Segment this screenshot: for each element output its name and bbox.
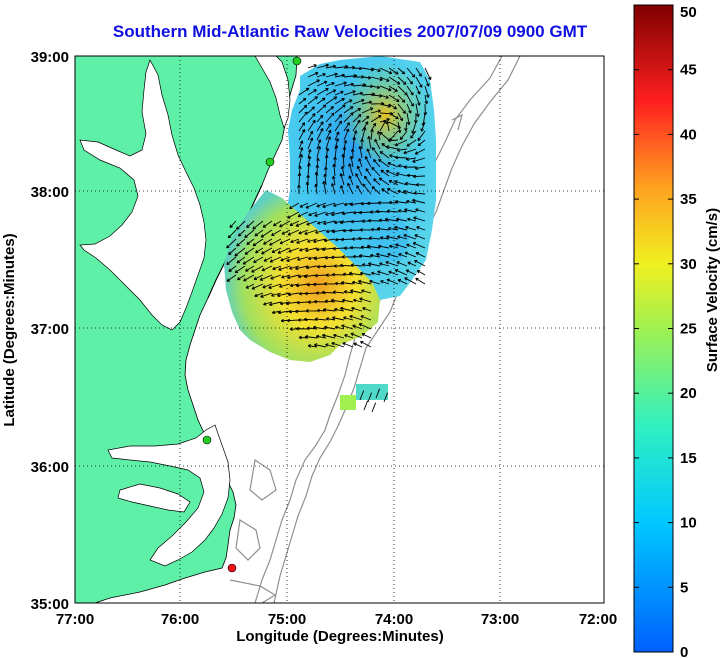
y-tick-label: 35:00 xyxy=(31,596,69,613)
velocity-field-southeast xyxy=(356,384,388,400)
y-tick-label: 36:00 xyxy=(31,459,69,476)
colorbar-tick-label: 25 xyxy=(680,321,697,338)
x-tick-label: 72:00 xyxy=(579,611,617,628)
colorbar-label: Surface Velocity (cm/s) xyxy=(704,208,721,372)
velocity-arrows xyxy=(226,63,432,413)
velocity-vectors xyxy=(226,63,432,413)
pamlico-sound xyxy=(107,424,231,567)
grid-lines xyxy=(75,56,604,603)
y-axis-label: Latitude (Degrees:Minutes) xyxy=(1,233,18,426)
colorbar-tick-label: 15 xyxy=(680,450,697,467)
plot-frame xyxy=(74,55,605,604)
station-marker xyxy=(227,563,237,573)
colorbar-tick-label: 45 xyxy=(680,62,697,79)
colorbar-tick-label: 30 xyxy=(680,256,697,273)
x-tick-label: 73:00 xyxy=(481,611,519,628)
delaware-bay xyxy=(254,56,291,130)
x-tick-label: 75:00 xyxy=(268,611,306,628)
x-tick-label: 74:00 xyxy=(375,611,413,628)
y-tick-label: 37:00 xyxy=(31,321,69,338)
colorbar-tick-label: 5 xyxy=(680,579,688,596)
albemarle-sound xyxy=(117,483,191,513)
colorbar-tick-label: 50 xyxy=(680,4,697,21)
map-title: Southern Mid-Atlantic Raw Velocities 200… xyxy=(112,22,588,41)
x-tick-label: 77:00 xyxy=(56,611,94,628)
colorbar-tick-label: 10 xyxy=(680,515,697,532)
colorbar xyxy=(633,4,674,653)
colorbar-tick-label: 20 xyxy=(680,385,697,402)
x-tick-label: 76:00 xyxy=(161,611,199,628)
y-tick-label: 38:00 xyxy=(31,184,69,201)
x-axis-label: Longitude (Degrees:Minutes) xyxy=(236,628,444,645)
colorbar-tick-label: 35 xyxy=(680,191,697,208)
colorbar-tick-label: 40 xyxy=(680,126,697,143)
colorbar-tick-label: 0 xyxy=(680,644,688,659)
velocity-field-small xyxy=(340,395,356,410)
x-tick-labels: 77:00 76:00 75:00 74:00 73:00 72:00 xyxy=(56,611,617,628)
station-marker xyxy=(292,56,302,66)
y-tick-label: 39:00 xyxy=(31,49,69,66)
y-tick-labels: 39:00 38:00 37:00 36:00 35:00 xyxy=(31,49,69,613)
station-marker xyxy=(265,157,275,167)
station-marker xyxy=(202,435,212,445)
land-mass xyxy=(75,56,298,603)
